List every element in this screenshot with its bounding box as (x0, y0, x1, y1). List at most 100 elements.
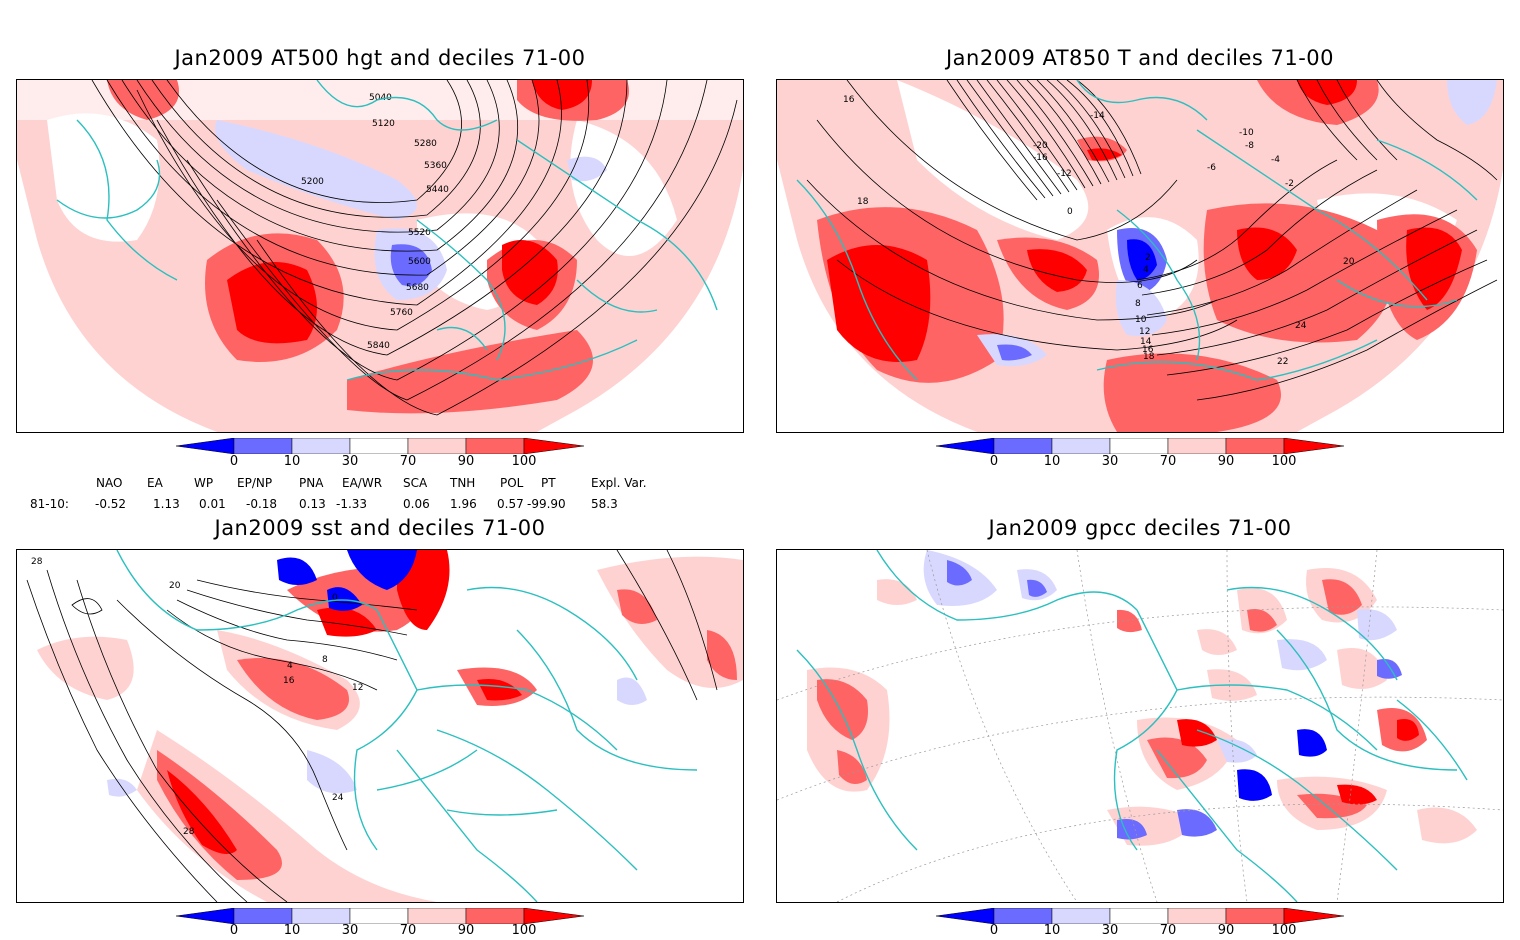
colorbar-swatches (175, 907, 585, 925)
index-header-pna: PNA (299, 476, 324, 490)
map-at500-hgt: 5040 5120 5200 5280 5360 5440 5520 5600 … (16, 79, 744, 433)
panel-title-at500: Jan2009 AT500 hgt and deciles 71-00 (174, 46, 586, 70)
colorbar-swatches (935, 907, 1345, 925)
panel-title-at850: Jan2009 AT850 T and deciles 71-00 (945, 46, 1335, 70)
contour-label: -8 (1245, 141, 1254, 151)
index-value-ea: 1.13 (153, 497, 180, 511)
colorbar-tick: 10 (1043, 454, 1061, 469)
contour-label: 24 (1295, 321, 1307, 331)
contour-label: 0 (332, 593, 338, 603)
contour-label: 28 (183, 827, 195, 837)
colorbar-tick: 0 (989, 923, 999, 938)
indices-value-row: 81-10: -0.52 1.13 0.01 -0.18 0.13 -1.33 … (0, 497, 760, 513)
contour-label: 20 (169, 581, 181, 591)
colorbar-swatches (175, 437, 585, 455)
contour-label: 5440 (426, 185, 449, 195)
colorbar-tick: 70 (1159, 454, 1177, 469)
colorbar-tick: 100 (511, 454, 537, 469)
contour-label: -12 (1057, 169, 1072, 179)
index-header-ea: EA (147, 476, 163, 490)
index-header-epnp: EP/NP (237, 476, 273, 490)
contour-label: 16 (283, 676, 295, 686)
contour-label: 18 (857, 197, 869, 207)
colorbar-tick: 0 (989, 454, 999, 469)
colorbar-tick: 30 (1101, 923, 1119, 938)
index-value-pt: -99.90 (527, 497, 566, 511)
contour-label: 5680 (406, 283, 429, 293)
panel-title-sst: Jan2009 sst and deciles 71-00 (214, 516, 546, 540)
contour-label: -20 (1033, 141, 1048, 151)
colorbar-tick: 70 (399, 923, 417, 938)
contour-label: 16 (1142, 345, 1154, 355)
contour-label: 5040 (369, 93, 392, 103)
colorbar-tick: 100 (1271, 923, 1297, 938)
contour-label: 28 (31, 557, 43, 567)
map-sst: 28 20 0 4 8 12 16 24 28 (16, 549, 744, 903)
contour-label: 14 (1140, 337, 1152, 347)
contour-label: -4 (1271, 155, 1280, 165)
colorbar-tick: 90 (1217, 454, 1235, 469)
contour-label: 10 (1135, 315, 1147, 325)
index-header-nao: NAO (96, 476, 123, 490)
index-header-expl-var: Expl. Var. (591, 476, 647, 490)
contour-label: 4 (1143, 265, 1149, 275)
colorbar-tick: 70 (399, 454, 417, 469)
contour-label: -6 (1207, 163, 1216, 173)
colorbar-tick: 0 (229, 923, 239, 938)
contour-label: 5120 (372, 119, 395, 129)
colorbar-tick: 0 (229, 454, 239, 469)
colorbar-tick: 90 (457, 454, 475, 469)
contour-label: 12 (352, 683, 363, 693)
index-value-pol: 0.57 (497, 497, 524, 511)
index-header-sca: SCA (403, 476, 428, 490)
contour-label: 5280 (414, 139, 437, 149)
colorbar-swatches (935, 437, 1345, 455)
colorbar-tick: 30 (1101, 454, 1119, 469)
panel-title-gpcc: Jan2009 gpcc deciles 71-00 (988, 516, 1292, 540)
contour-label: -2 (1285, 179, 1294, 189)
colorbar-tick: 70 (1159, 923, 1177, 938)
contour-label: 5600 (408, 257, 431, 267)
contour-label: 5760 (390, 308, 413, 318)
colorbar-tick: 90 (1217, 923, 1235, 938)
contour-label: -10 (1239, 128, 1254, 138)
colorbar-tick: 30 (341, 454, 359, 469)
index-value-eawr: -1.33 (336, 497, 368, 511)
indices-row-label: 81-10: (30, 497, 69, 511)
colorbar-tick: 30 (341, 923, 359, 938)
contour-label: 18 (1143, 352, 1155, 362)
contour-label: 6 (1137, 281, 1143, 291)
contour-label: -16 (1033, 153, 1048, 163)
colorbar-panel1: 0 10 30 70 90 100 (175, 437, 586, 472)
index-header-wp: WP (194, 476, 214, 490)
contour-label: 20 (1343, 257, 1355, 267)
contour-label: 22 (1277, 357, 1288, 367)
contour-label: 4 (287, 661, 293, 671)
contour-label: 16 (843, 95, 855, 105)
colorbar-tick: 10 (1043, 923, 1061, 938)
index-value-epnp: -0.18 (246, 497, 278, 511)
contour-label: 24 (332, 793, 344, 803)
index-value-tnh: 1.96 (450, 497, 477, 511)
map-at850-temp: 16 18 20 22 24 -20 -16 -14 -12 -10 -8 -6… (776, 79, 1504, 433)
colorbar-tick: 100 (1271, 454, 1297, 469)
contour-label: 5520 (408, 228, 431, 238)
colorbar-panel3: 0 10 30 70 90 100 (175, 907, 586, 940)
indices-header-row: NAO EA WP EP/NP PNA EA/WR SCA TNH POL PT… (0, 476, 760, 492)
contour-label: 5360 (424, 161, 447, 171)
index-value-nao: -0.52 (95, 497, 127, 511)
contour-label: 12 (1139, 327, 1150, 337)
index-header-pt: PT (541, 476, 556, 490)
index-value-expl-var: 58.3 (591, 497, 618, 511)
colorbar-tick: 90 (457, 923, 475, 938)
colorbar-panel4: 0 10 30 70 90 100 (935, 907, 1346, 940)
colorbar-tick: 100 (511, 923, 537, 938)
index-value-wp: 0.01 (199, 497, 226, 511)
contour-label: 0 (1067, 207, 1073, 217)
index-header-pol: POL (500, 476, 524, 490)
index-header-tnh: TNH (450, 476, 476, 490)
colorbar-tick: 10 (283, 923, 301, 938)
map-gpcc-precip (776, 549, 1504, 903)
contour-label: 5200 (301, 177, 324, 187)
contour-label: 8 (322, 655, 328, 665)
